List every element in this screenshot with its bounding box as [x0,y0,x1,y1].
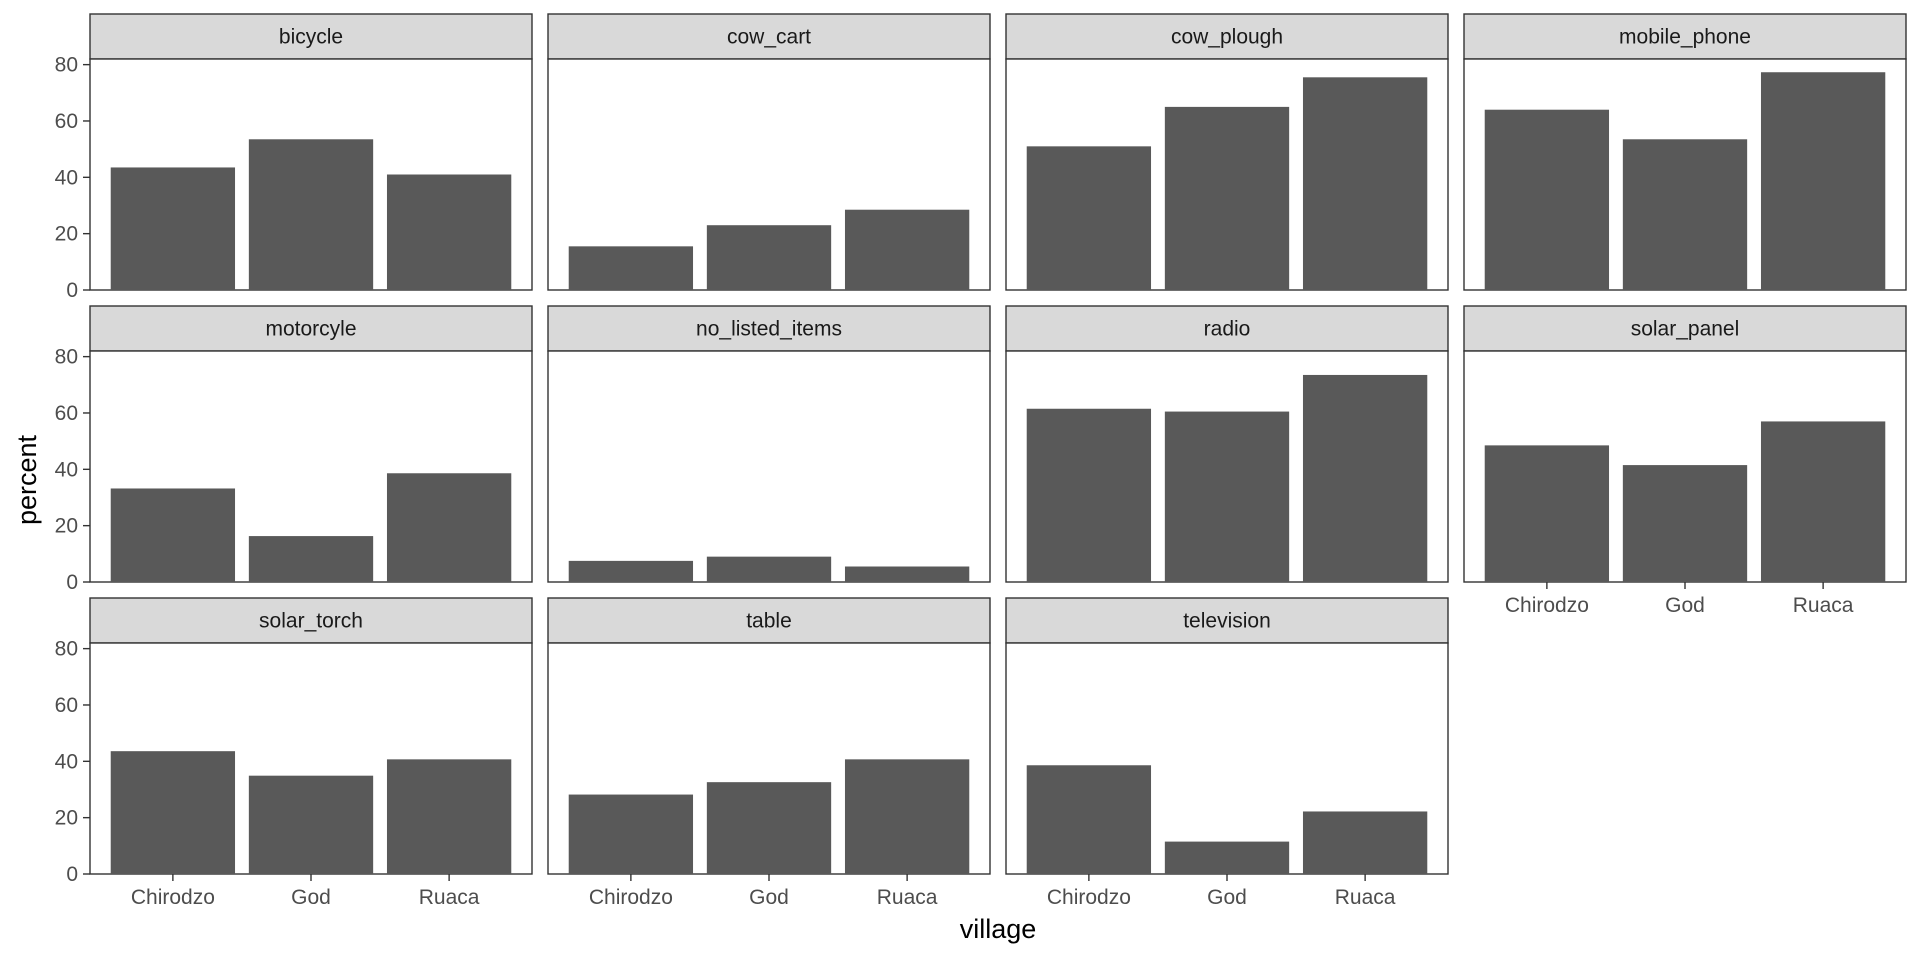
facet-strip-label: cow_cart [727,26,811,49]
bar-chirodzo [110,751,236,874]
panel-television: television Chirodzo God Ruaca [1005,597,1449,909]
facet-strip-label: cow_plough [1171,26,1283,49]
panel-solar-panel: solar_panel Chirodzo God Ruaca [1463,305,1907,617]
facet-strip-label: radio [1204,318,1251,341]
bar-god [706,782,832,874]
facet-strip [1463,13,1907,60]
panel-solar-torch: solar_torch 0 20 40 60 80 Chirodzo God Ruaca [55,597,533,909]
bar-chirodzo [1484,445,1610,582]
y-axis-title: percent [12,434,42,525]
facet-strip-label: motorcyle [265,318,356,341]
x-tick-label: God [1207,886,1247,909]
y-tick-label: 20 [55,223,78,246]
facet-strip-label: solar_torch [259,610,363,633]
bar-god [1164,106,1290,290]
bar-ruaca [386,174,512,290]
panel-cow-plough: cow_plough [1005,13,1449,291]
bar-god [248,775,374,874]
bar-chirodzo [568,794,694,874]
panel-cow-cart: cow_cart [547,13,991,291]
bar-ruaca [1760,421,1886,582]
y-tick-label: 20 [55,515,78,538]
y-tick-label: 40 [55,458,78,481]
panel-bicycle: bicycle 0 20 40 60 80 [55,13,533,302]
x-tick-label: Chirodzo [131,886,215,909]
bar-god [1622,465,1748,582]
bar-ruaca [1760,72,1886,291]
facet-strip-label: television [1183,610,1271,633]
panel-table: table Chirodzo God Ruaca [547,597,991,909]
bar-god [706,225,832,290]
x-tick-label: Ruaca [1793,594,1854,617]
bar-ruaca [386,473,512,582]
x-tick-label: Chirodzo [1047,886,1131,909]
x-axis-title: village [960,914,1037,944]
facet-strip-label: solar_panel [1631,318,1740,341]
panel-no-listed-items: no_listed_items [547,305,991,583]
bar-chirodzo [568,560,694,582]
bar-god [248,139,374,290]
panel-motorcyle: motorcyle 0 20 40 60 80 [55,305,533,594]
panel-background [547,350,991,583]
facet-strip [89,305,533,352]
facet-strip-label: no_listed_items [696,318,842,341]
facet-strip [547,305,991,352]
panel-radio: radio [1005,305,1449,583]
x-tick-label: Chirodzo [1505,594,1589,617]
bar-god [706,556,832,582]
facet-strip [547,597,991,644]
facet-strip [89,597,533,644]
y-tick-label: 40 [55,750,78,773]
y-tick-label: 0 [66,863,78,886]
x-tick-label: God [291,886,331,909]
bar-chirodzo [1026,408,1152,582]
bar-ruaca [1302,374,1428,582]
bar-god [1164,411,1290,582]
facet-strip [89,13,533,60]
bar-ruaca [1302,77,1428,290]
y-tick-label: 0 [66,571,78,594]
bar-ruaca [1302,811,1428,874]
y-tick-label: 80 [55,638,78,661]
y-tick-label: 60 [55,694,78,717]
facet-strip [1463,305,1907,352]
bar-chirodzo [1026,765,1152,874]
facet-strip [1005,305,1449,352]
bar-god [248,536,374,582]
bar-chirodzo [110,167,236,290]
y-tick-label: 60 [55,110,78,133]
x-tick-label: Ruaca [419,886,480,909]
x-tick-label: God [1665,594,1705,617]
y-tick-label: 80 [55,346,78,369]
facet-panels: bicycle 0 20 40 60 80 cow_cart cow_plough mobile… [55,13,1907,909]
bar-ruaca [844,209,970,290]
bar-god [1622,139,1748,290]
bar-ruaca [844,566,970,582]
bar-god [1164,841,1290,874]
x-tick-label: Chirodzo [589,886,673,909]
facet-strip [547,13,991,60]
facet-strip-label: table [746,610,792,633]
x-tick-label: Ruaca [877,886,938,909]
facet-strip-label: bicycle [279,26,343,49]
x-tick-label: God [749,886,789,909]
x-tick-label: Ruaca [1335,886,1396,909]
bar-ruaca [386,759,512,874]
facet-strip-label: mobile_phone [1619,26,1751,49]
panel-mobile-phone: mobile_phone [1463,13,1907,291]
y-tick-label: 0 [66,279,78,302]
bar-chirodzo [568,246,694,290]
facet-strip [1005,13,1449,60]
facet-strip [1005,597,1449,644]
y-tick-label: 20 [55,807,78,830]
y-tick-label: 80 [55,54,78,77]
y-tick-label: 40 [55,166,78,189]
bar-chirodzo [1026,146,1152,290]
y-tick-label: 60 [55,402,78,425]
bar-chirodzo [1484,109,1610,291]
bar-ruaca [844,759,970,874]
bar-chirodzo [110,488,236,582]
